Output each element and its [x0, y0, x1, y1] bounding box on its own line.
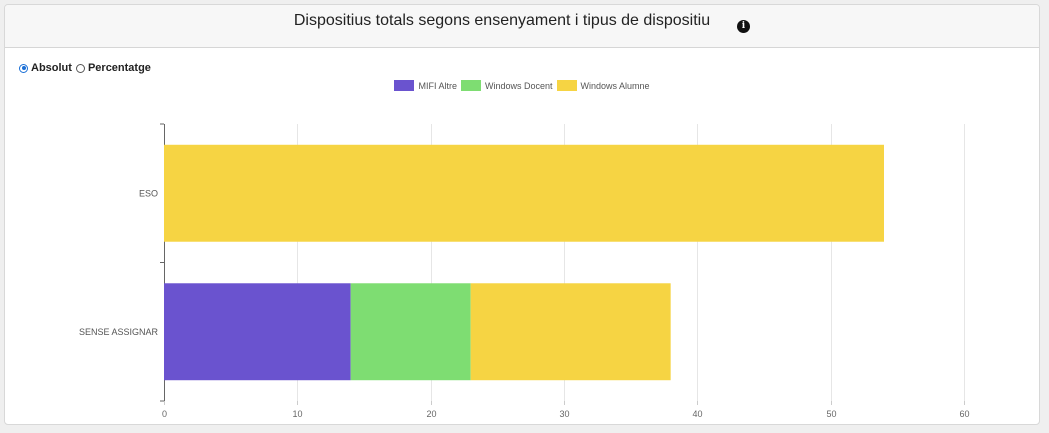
bar-mifi-altre-sense-assignar	[164, 283, 351, 381]
x-tick-label: 50	[826, 409, 836, 419]
radio-absolut-indicator[interactable]	[19, 63, 28, 73]
legend-label-windows-docent: Windows Docent	[484, 80, 553, 91]
display-mode-toggle: Absolut Percentatge	[19, 62, 151, 74]
legend-swatch-windows-alumne	[556, 80, 577, 91]
card-header: Dispositius totals segons ensenyament i …	[5, 5, 1039, 48]
stacked-bar-chart: 0 10 20 30 40 50 60 ESO SENSE ASSIGNAR	[79, 123, 970, 419]
legend-swatch-windows-docent	[460, 80, 481, 91]
x-tick-label: 60	[959, 409, 969, 419]
chart-title: Dispositius totals segons ensenyament i …	[293, 12, 711, 29]
y-category-label: ESO	[139, 188, 158, 198]
legend-item-windows-alumne[interactable]: Windows Alumne	[556, 80, 650, 91]
x-tick-label: 20	[426, 409, 436, 419]
legend-swatch-mifi-altre	[394, 80, 415, 91]
legend-item-windows-docent[interactable]: Windows Docent	[460, 80, 553, 91]
bar-windows-alumne-eso	[164, 144, 884, 242]
bar-windows-docent-sense-assignar	[350, 283, 471, 381]
radio-percentatge-indicator[interactable]	[75, 63, 85, 73]
legend-item-mifi-altre[interactable]: MIFI Altre	[394, 80, 457, 91]
y-category-label: SENSE ASSIGNAR	[79, 327, 159, 337]
radio-absolut-label: Absolut	[31, 62, 72, 74]
legend-label-windows-alumne: Windows Alumne	[580, 80, 650, 91]
radio-absolut[interactable]: Absolut	[19, 62, 72, 74]
bar-windows-alumne-sense-assignar	[470, 283, 671, 381]
x-tick-label: 30	[559, 409, 569, 419]
chart-card: Dispositius totals segons ensenyament i …	[4, 4, 1040, 425]
x-tick-label: 10	[292, 409, 302, 419]
radio-percentatge-label: Percentatge	[87, 62, 151, 74]
x-tick-label: 0	[162, 409, 167, 419]
chart-legend: MIFI Altre Windows Docent Windows Alumne	[5, 80, 1039, 91]
x-tick-label: 40	[692, 409, 702, 419]
radio-percentatge[interactable]: Percentatge	[75, 62, 151, 74]
legend-label-mifi-altre: MIFI Altre	[418, 80, 457, 91]
info-icon[interactable]: i	[737, 20, 750, 33]
